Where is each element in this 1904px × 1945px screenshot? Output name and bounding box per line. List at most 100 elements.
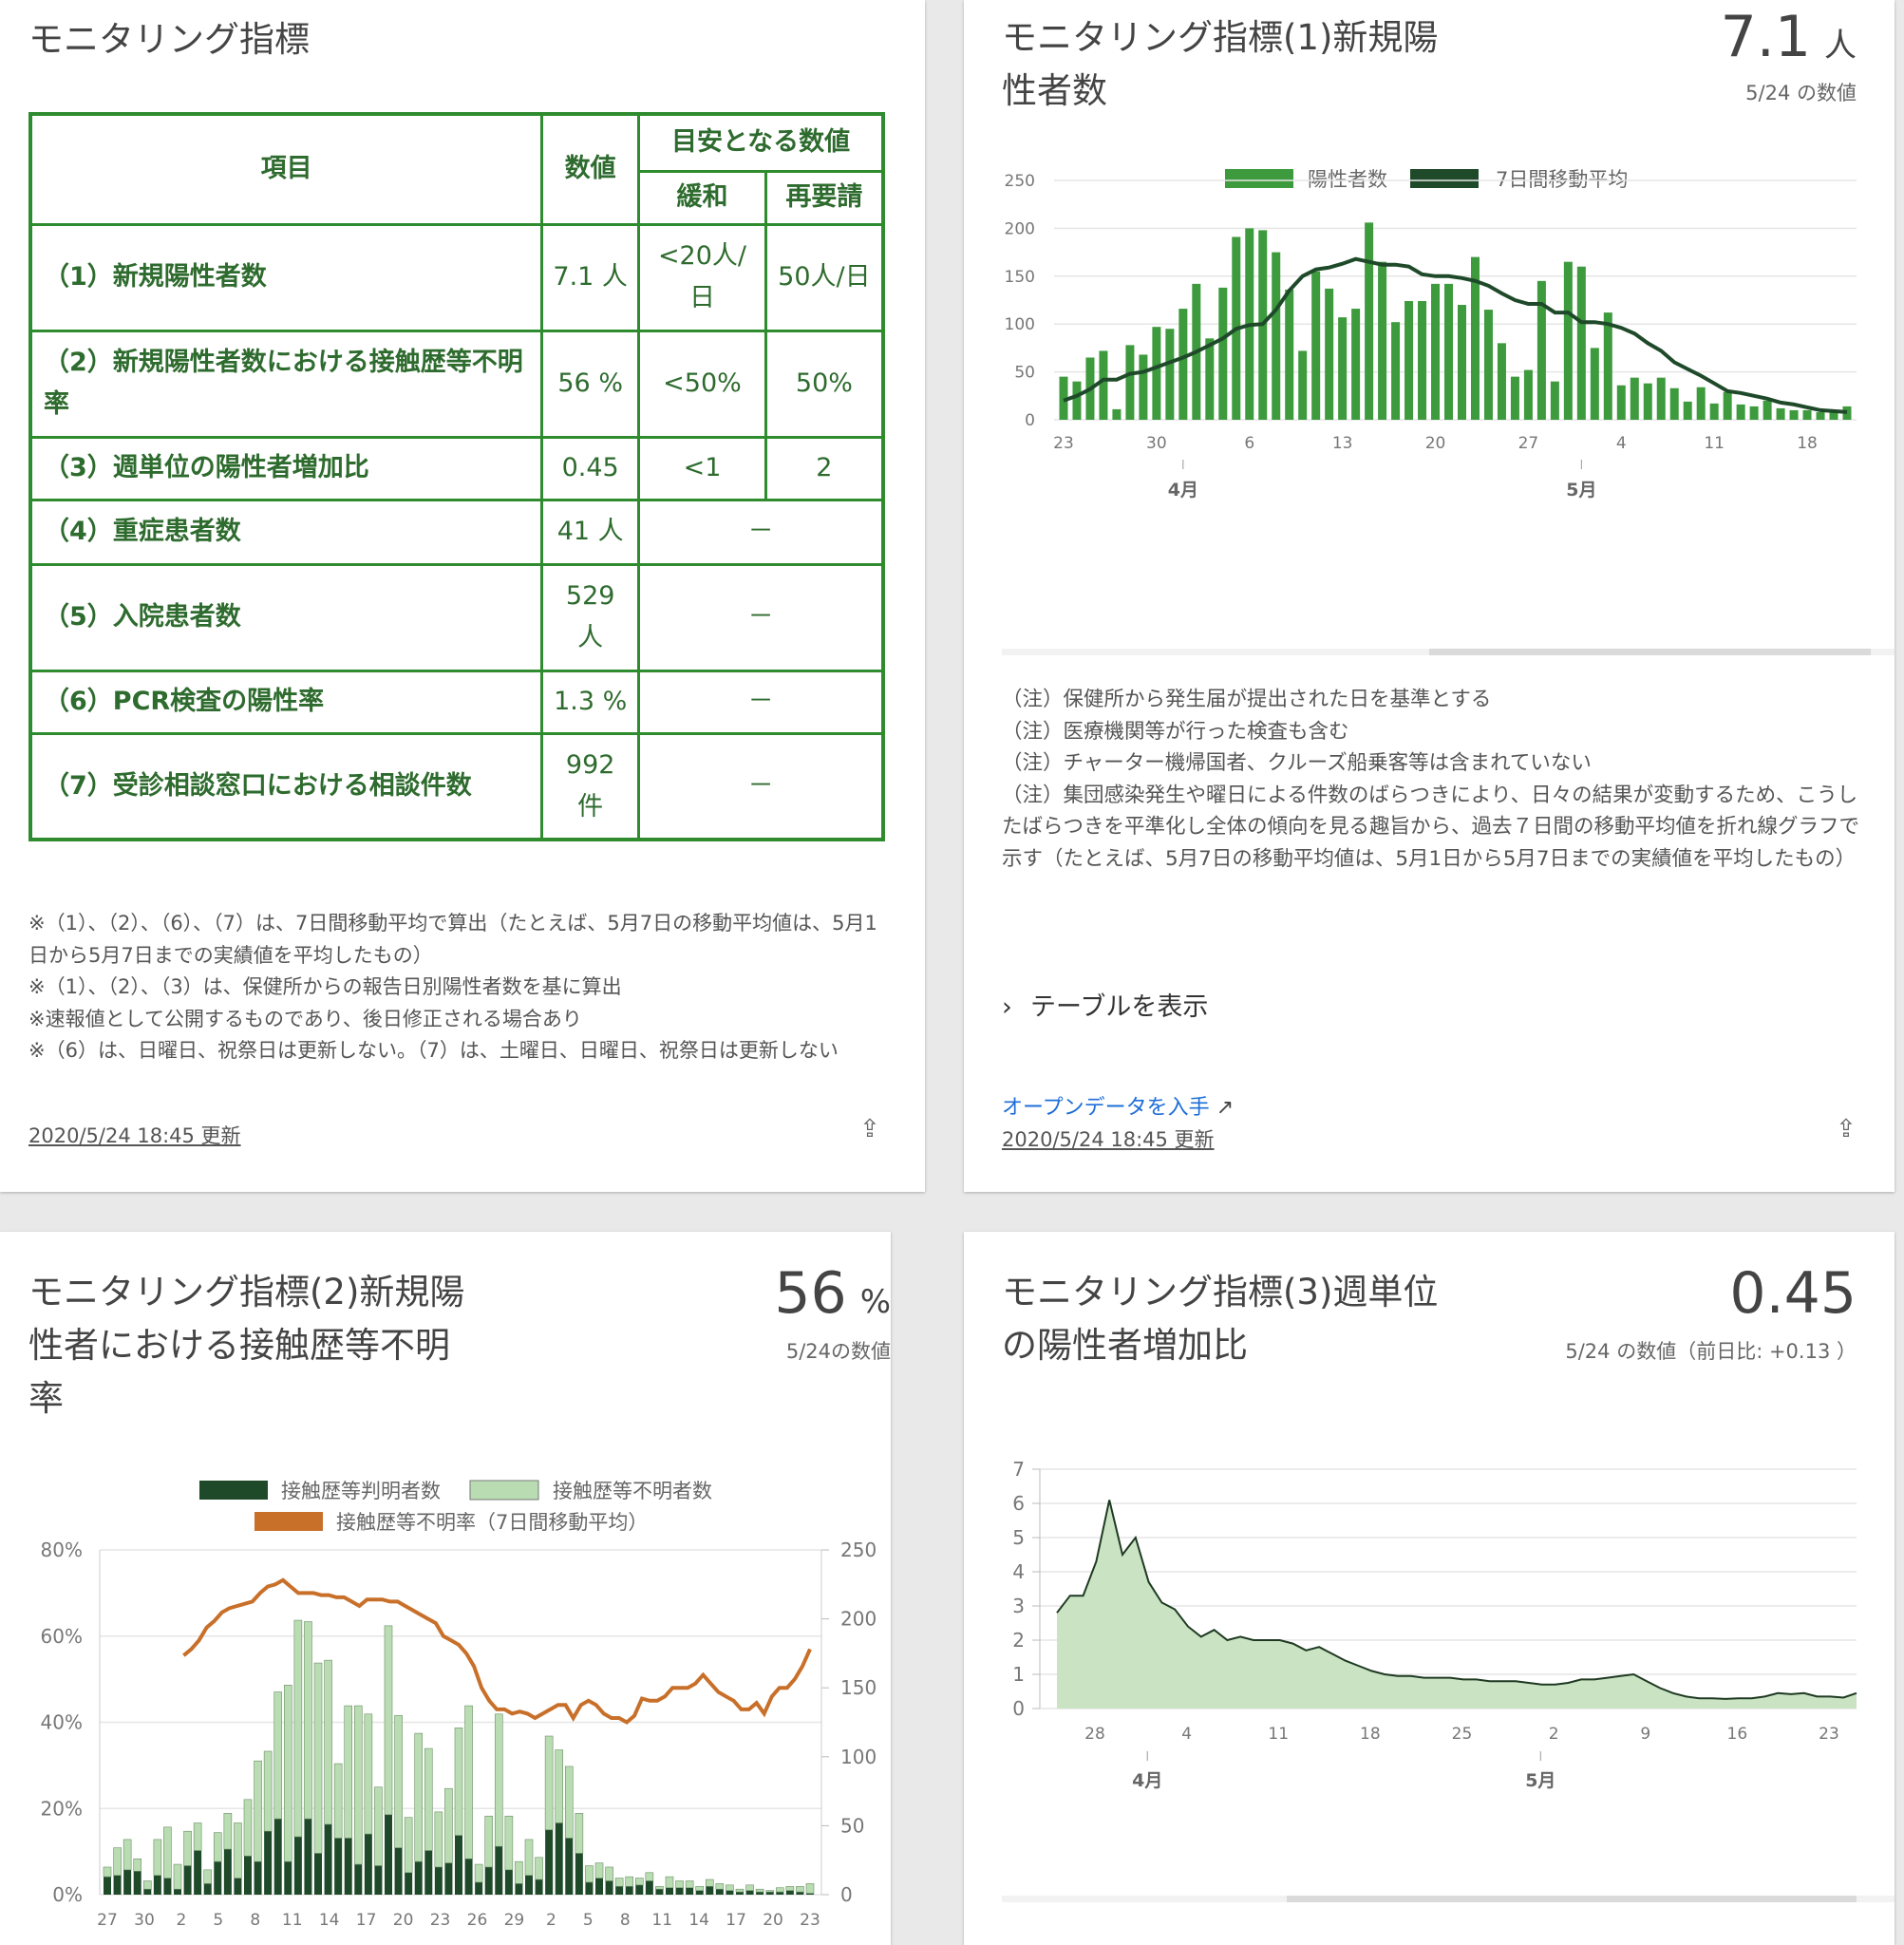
headline-value: 56% xyxy=(606,1260,891,1327)
bar-known xyxy=(264,1831,273,1895)
x-tick-label: 11 xyxy=(651,1911,672,1930)
y-tick-label: 50 xyxy=(1014,364,1035,383)
x-tick-label: 2 xyxy=(546,1911,556,1930)
bar-unknown xyxy=(344,1705,353,1839)
bar-known xyxy=(424,1850,433,1895)
unknown-contact-rate-card: モニタリング指標(2)新規陽性者における接触歴等不明率 56% 5/24の数値 … xyxy=(0,1232,891,1945)
headline-date: 5/24の数値 xyxy=(785,1340,891,1363)
bar-known xyxy=(605,1880,613,1895)
show-table-toggle[interactable]: › テーブルを表示 xyxy=(1002,986,1208,1023)
bar-known xyxy=(113,1875,122,1895)
headline-unit: % xyxy=(859,1283,891,1321)
bar-unknown xyxy=(374,1786,383,1866)
bar-unknown xyxy=(755,1888,764,1893)
share-icon[interactable]: ⇪ xyxy=(859,1115,880,1143)
bar-known xyxy=(806,1893,814,1895)
y-tick-label: 4 xyxy=(1012,1560,1025,1583)
bar-known xyxy=(133,1871,141,1895)
bar-unknown xyxy=(203,1869,213,1884)
bar-known xyxy=(545,1829,554,1895)
month-label: 4月 xyxy=(1132,1770,1162,1791)
bar-unknown xyxy=(364,1713,373,1835)
y-tick-label: 150 xyxy=(1005,268,1035,287)
bar-unknown xyxy=(474,1863,483,1883)
table-row: （7）受診相談窓口における相談件数 992 件 － xyxy=(28,731,885,841)
bar-unknown xyxy=(675,1880,684,1889)
bar-unknown xyxy=(705,1879,714,1887)
table-cell-dash: － xyxy=(637,498,885,566)
headline-number: 0.45 xyxy=(1729,1260,1857,1327)
bar-known xyxy=(504,1869,513,1895)
bar-unknown xyxy=(424,1747,433,1851)
bar-known xyxy=(293,1837,302,1895)
bar xyxy=(1483,310,1493,420)
bar xyxy=(1378,261,1387,420)
bar-known xyxy=(695,1890,704,1895)
table-cell-dash: － xyxy=(637,669,885,735)
scroll-thumb[interactable] xyxy=(1287,1896,1857,1902)
y-tick-label: 5 xyxy=(1012,1526,1025,1549)
bar-unknown xyxy=(464,1705,473,1860)
legend-swatch-line xyxy=(1410,169,1479,188)
x-tick-label: 11 xyxy=(1268,1725,1289,1744)
x-tick-label: 5 xyxy=(213,1911,223,1930)
share-icon[interactable]: ⇪ xyxy=(1836,1115,1857,1143)
x-tick-label: 11 xyxy=(1704,434,1725,453)
bar-unknown xyxy=(745,1884,754,1891)
bar-known xyxy=(214,1861,222,1895)
card-title: モニタリング指標(1)新規陽性者数 xyxy=(1002,17,1439,111)
bar-unknown xyxy=(634,1878,644,1886)
x-tick-label: 18 xyxy=(1360,1725,1381,1744)
open-data-link[interactable]: オープンデータを入手 ↗ xyxy=(1002,1090,1234,1121)
last-updated-link[interactable]: 2020/5/24 18:45 更新 xyxy=(1002,1128,1215,1151)
legend-swatch-unknown xyxy=(469,1480,539,1501)
x-tick-label: 18 xyxy=(1797,434,1818,453)
bar-known xyxy=(405,1872,413,1895)
bar-unknown xyxy=(685,1880,694,1889)
bar-unknown xyxy=(113,1847,122,1876)
card-title: モニタリング指標(2)新規陽性者における接触歴等不明率 xyxy=(28,1272,465,1419)
chart-legend: 接触歴等判明者数 接触歴等不明者数 接触歴等不明率（7日間移動平均） xyxy=(199,1480,712,1534)
bar-unknown xyxy=(625,1876,634,1887)
bar xyxy=(1311,271,1321,420)
bar-known xyxy=(434,1866,443,1895)
bar-known xyxy=(444,1862,453,1895)
bar-known xyxy=(785,1890,794,1895)
bar-unknown xyxy=(614,1878,624,1887)
last-updated-link[interactable]: 2020/5/24 18:45 更新 xyxy=(28,1124,241,1147)
bar-unknown xyxy=(313,1662,323,1854)
bar-known xyxy=(374,1865,383,1895)
bar-known xyxy=(535,1879,543,1895)
bar-known xyxy=(123,1869,132,1895)
table-notes: ※（1）、（2）、（6）、（7）は、7日間移動平均で算出（たとえば、5月7日の移… xyxy=(28,908,893,1067)
x-tick-label: 20 xyxy=(763,1911,783,1930)
bar-unknown xyxy=(715,1883,725,1890)
x-tick-label: 26 xyxy=(467,1911,488,1930)
scroll-thumb[interactable] xyxy=(1429,649,1871,655)
bar-unknown xyxy=(524,1839,534,1876)
bar-unknown xyxy=(324,1659,332,1825)
x-tick-label: 8 xyxy=(250,1911,260,1930)
bar-known xyxy=(174,1889,181,1895)
bar xyxy=(1272,252,1281,420)
legend-label-bars: 陽性者数 xyxy=(1308,168,1387,191)
legend-label-line: 7日間移動平均 xyxy=(1496,168,1628,191)
headline-number: 56 xyxy=(774,1260,847,1327)
bar-known xyxy=(385,1814,392,1895)
bar-known xyxy=(394,1847,403,1895)
bar-unknown xyxy=(384,1625,393,1816)
table-header-item: 項目 xyxy=(28,112,544,226)
bar-known xyxy=(203,1883,212,1895)
bar xyxy=(1457,305,1466,420)
x-tick-label: 23 xyxy=(800,1911,820,1930)
x-tick-label: 4 xyxy=(1616,434,1627,453)
bar xyxy=(1523,369,1533,420)
table-cell-value: 56 % xyxy=(540,329,641,439)
x-tick-label: 2 xyxy=(1549,1725,1559,1744)
table-row: （5）入院患者数 529 人 － xyxy=(28,562,885,672)
bar xyxy=(1059,376,1068,420)
bar-known xyxy=(585,1881,594,1895)
bar-unknown xyxy=(444,1787,453,1863)
x-tick-label: 28 xyxy=(1084,1725,1105,1744)
